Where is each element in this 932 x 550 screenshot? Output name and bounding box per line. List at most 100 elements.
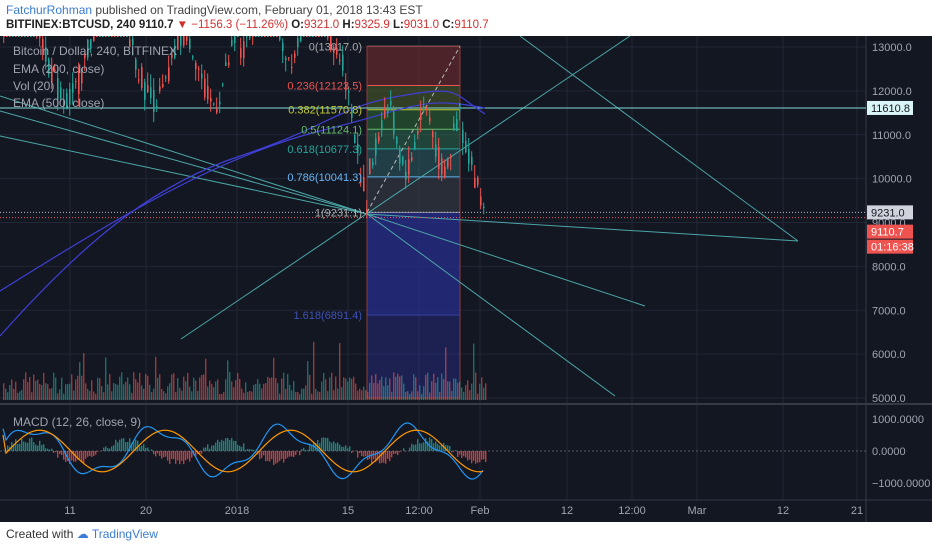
macd-histogram-bar: [191, 451, 193, 458]
candle-body: [132, 38, 134, 46]
macd-histogram-bar: [79, 451, 81, 460]
macd-histogram-bar: [221, 439, 223, 451]
time-tick-label: Mar: [688, 505, 707, 517]
fib-zone-band: [367, 46, 460, 86]
time-tick-label: 12:00: [405, 505, 433, 517]
macd-tick-label: 0.0000: [872, 446, 906, 458]
candle-body: [84, 54, 86, 59]
macd-histogram-bar: [479, 451, 481, 463]
macd-histogram-bar: [265, 451, 267, 462]
volume-bar: [9, 384, 11, 400]
macd-histogram-bar: [343, 446, 345, 451]
volume-bar: [93, 391, 95, 400]
volume-bar: [173, 373, 175, 400]
candle-body: [294, 53, 296, 58]
candle-body: [228, 62, 230, 66]
volume-bar: [107, 384, 109, 400]
tradingview-link[interactable]: TradingView: [91, 527, 158, 541]
volume-bar: [259, 383, 261, 400]
volume-bar: [17, 392, 19, 400]
candle-body: [474, 178, 476, 188]
signal-line: [2, 429, 484, 473]
volume-bar: [121, 372, 123, 400]
candle-body: [33, 36, 35, 37]
down-arrow-icon: ▼: [176, 19, 189, 31]
trendlines[interactable]: [0, 36, 866, 397]
candle-body: [42, 39, 44, 48]
volume-bar: [459, 381, 461, 400]
volume-bar: [313, 342, 315, 400]
macd-histogram-bar: [425, 438, 427, 451]
fib-zone-band: [367, 129, 460, 149]
volume-bar: [279, 393, 281, 400]
price-badge-last: 9110.7: [871, 227, 904, 239]
candle-body: [357, 143, 359, 154]
volume-bar: [435, 382, 437, 400]
volume-bar: [441, 373, 443, 400]
candle-body: [417, 130, 419, 135]
macd-histogram-bar: [97, 451, 99, 452]
macd-tick-label: −1000.0000: [872, 478, 930, 490]
volume-bar: [105, 357, 107, 400]
macd-histogram-bar: [149, 450, 151, 451]
candle-body: [402, 157, 404, 164]
volume-bar: [423, 386, 425, 400]
volume-bar: [307, 361, 309, 400]
volume-bar: [343, 377, 345, 400]
candle-body: [189, 38, 191, 49]
macd-histogram-bar: [181, 451, 183, 461]
volume-bar: [109, 374, 111, 400]
candle-body: [36, 36, 38, 37]
macd-histogram-bar: [351, 451, 353, 453]
author-link[interactable]: FatchurRohman: [6, 3, 93, 17]
time-tick-label: 21: [851, 505, 863, 517]
candle-body: [477, 177, 479, 185]
volume-bar: [119, 376, 121, 400]
volume-bar: [265, 383, 267, 400]
volume-bar: [185, 381, 187, 400]
candle-body: [390, 100, 392, 106]
candle-body: [246, 36, 248, 37]
volume-bar: [323, 373, 325, 400]
fib-level-label: 0.618(10677.3): [287, 144, 362, 156]
volume-bar: [329, 377, 331, 400]
candle-body: [168, 67, 170, 82]
macd-histogram-bar: [31, 437, 33, 451]
macd-histogram-bar: [177, 451, 179, 461]
macd-histogram-bar: [341, 446, 343, 451]
macd-histogram-bar: [311, 445, 313, 451]
macd-histogram-bar: [15, 439, 17, 451]
macd-histogram-bar: [159, 451, 161, 457]
volume-bar: [123, 384, 125, 400]
macd-histogram-bar: [417, 439, 419, 451]
candle-body: [81, 67, 83, 84]
candle-body: [180, 36, 182, 46]
macd-histogram-bar: [157, 451, 159, 454]
volume-bar: [245, 382, 247, 400]
macd-histogram-bar: [431, 439, 433, 451]
candle-body: [267, 36, 269, 37]
volume-bar: [483, 387, 485, 400]
candle-body: [54, 69, 56, 72]
fib-retracement-zone[interactable]: [366, 45, 461, 399]
volume-bar: [3, 383, 5, 400]
volume-bar: [99, 378, 101, 400]
volume-bar: [81, 375, 83, 400]
close-value: 9110.7: [454, 19, 489, 31]
candle-body: [210, 97, 212, 102]
price-chart[interactable]: 0(13017.0) 0.236(12123.5) 0.382(11570.8) 0.…: [0, 36, 932, 522]
candle-body: [102, 36, 104, 37]
volume-bar: [371, 375, 373, 400]
candle-body: [141, 67, 143, 88]
volume-bar: [23, 379, 25, 400]
volume-bar: [21, 389, 23, 400]
macd-histogram-bar: [175, 451, 177, 464]
candle-body: [30, 36, 32, 37]
fib-level-label: 0.5(11124.1): [301, 124, 362, 136]
macd-histogram-bar: [339, 444, 341, 451]
volume-bar: [69, 383, 71, 400]
volume-bar: [141, 385, 143, 400]
candle-body: [429, 117, 431, 122]
chart-background: [0, 36, 932, 522]
candle-body: [3, 36, 5, 37]
